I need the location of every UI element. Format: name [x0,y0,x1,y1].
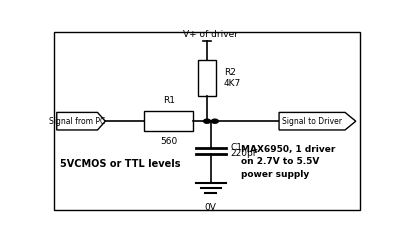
Text: R2
4K7: R2 4K7 [224,68,241,88]
Circle shape [211,119,218,123]
Text: R1: R1 [163,96,175,106]
Text: 560: 560 [160,137,177,146]
Text: V+ of driver: V+ of driver [183,30,238,39]
FancyBboxPatch shape [145,111,193,131]
Text: MAX6950, 1 driver
on 2.7V to 5.5V
power supply: MAX6950, 1 driver on 2.7V to 5.5V power … [242,145,336,179]
Circle shape [204,119,210,123]
FancyBboxPatch shape [198,60,216,96]
Text: 5VCMOS or TTL levels: 5VCMOS or TTL levels [60,159,181,169]
Polygon shape [279,112,356,130]
Text: Signal from PC: Signal from PC [49,117,105,126]
Text: 0V: 0V [205,203,217,212]
Text: C1: C1 [231,144,242,152]
Polygon shape [57,112,105,130]
Text: Signal to Driver: Signal to Driver [282,117,342,126]
Text: 220pF: 220pF [231,149,259,158]
